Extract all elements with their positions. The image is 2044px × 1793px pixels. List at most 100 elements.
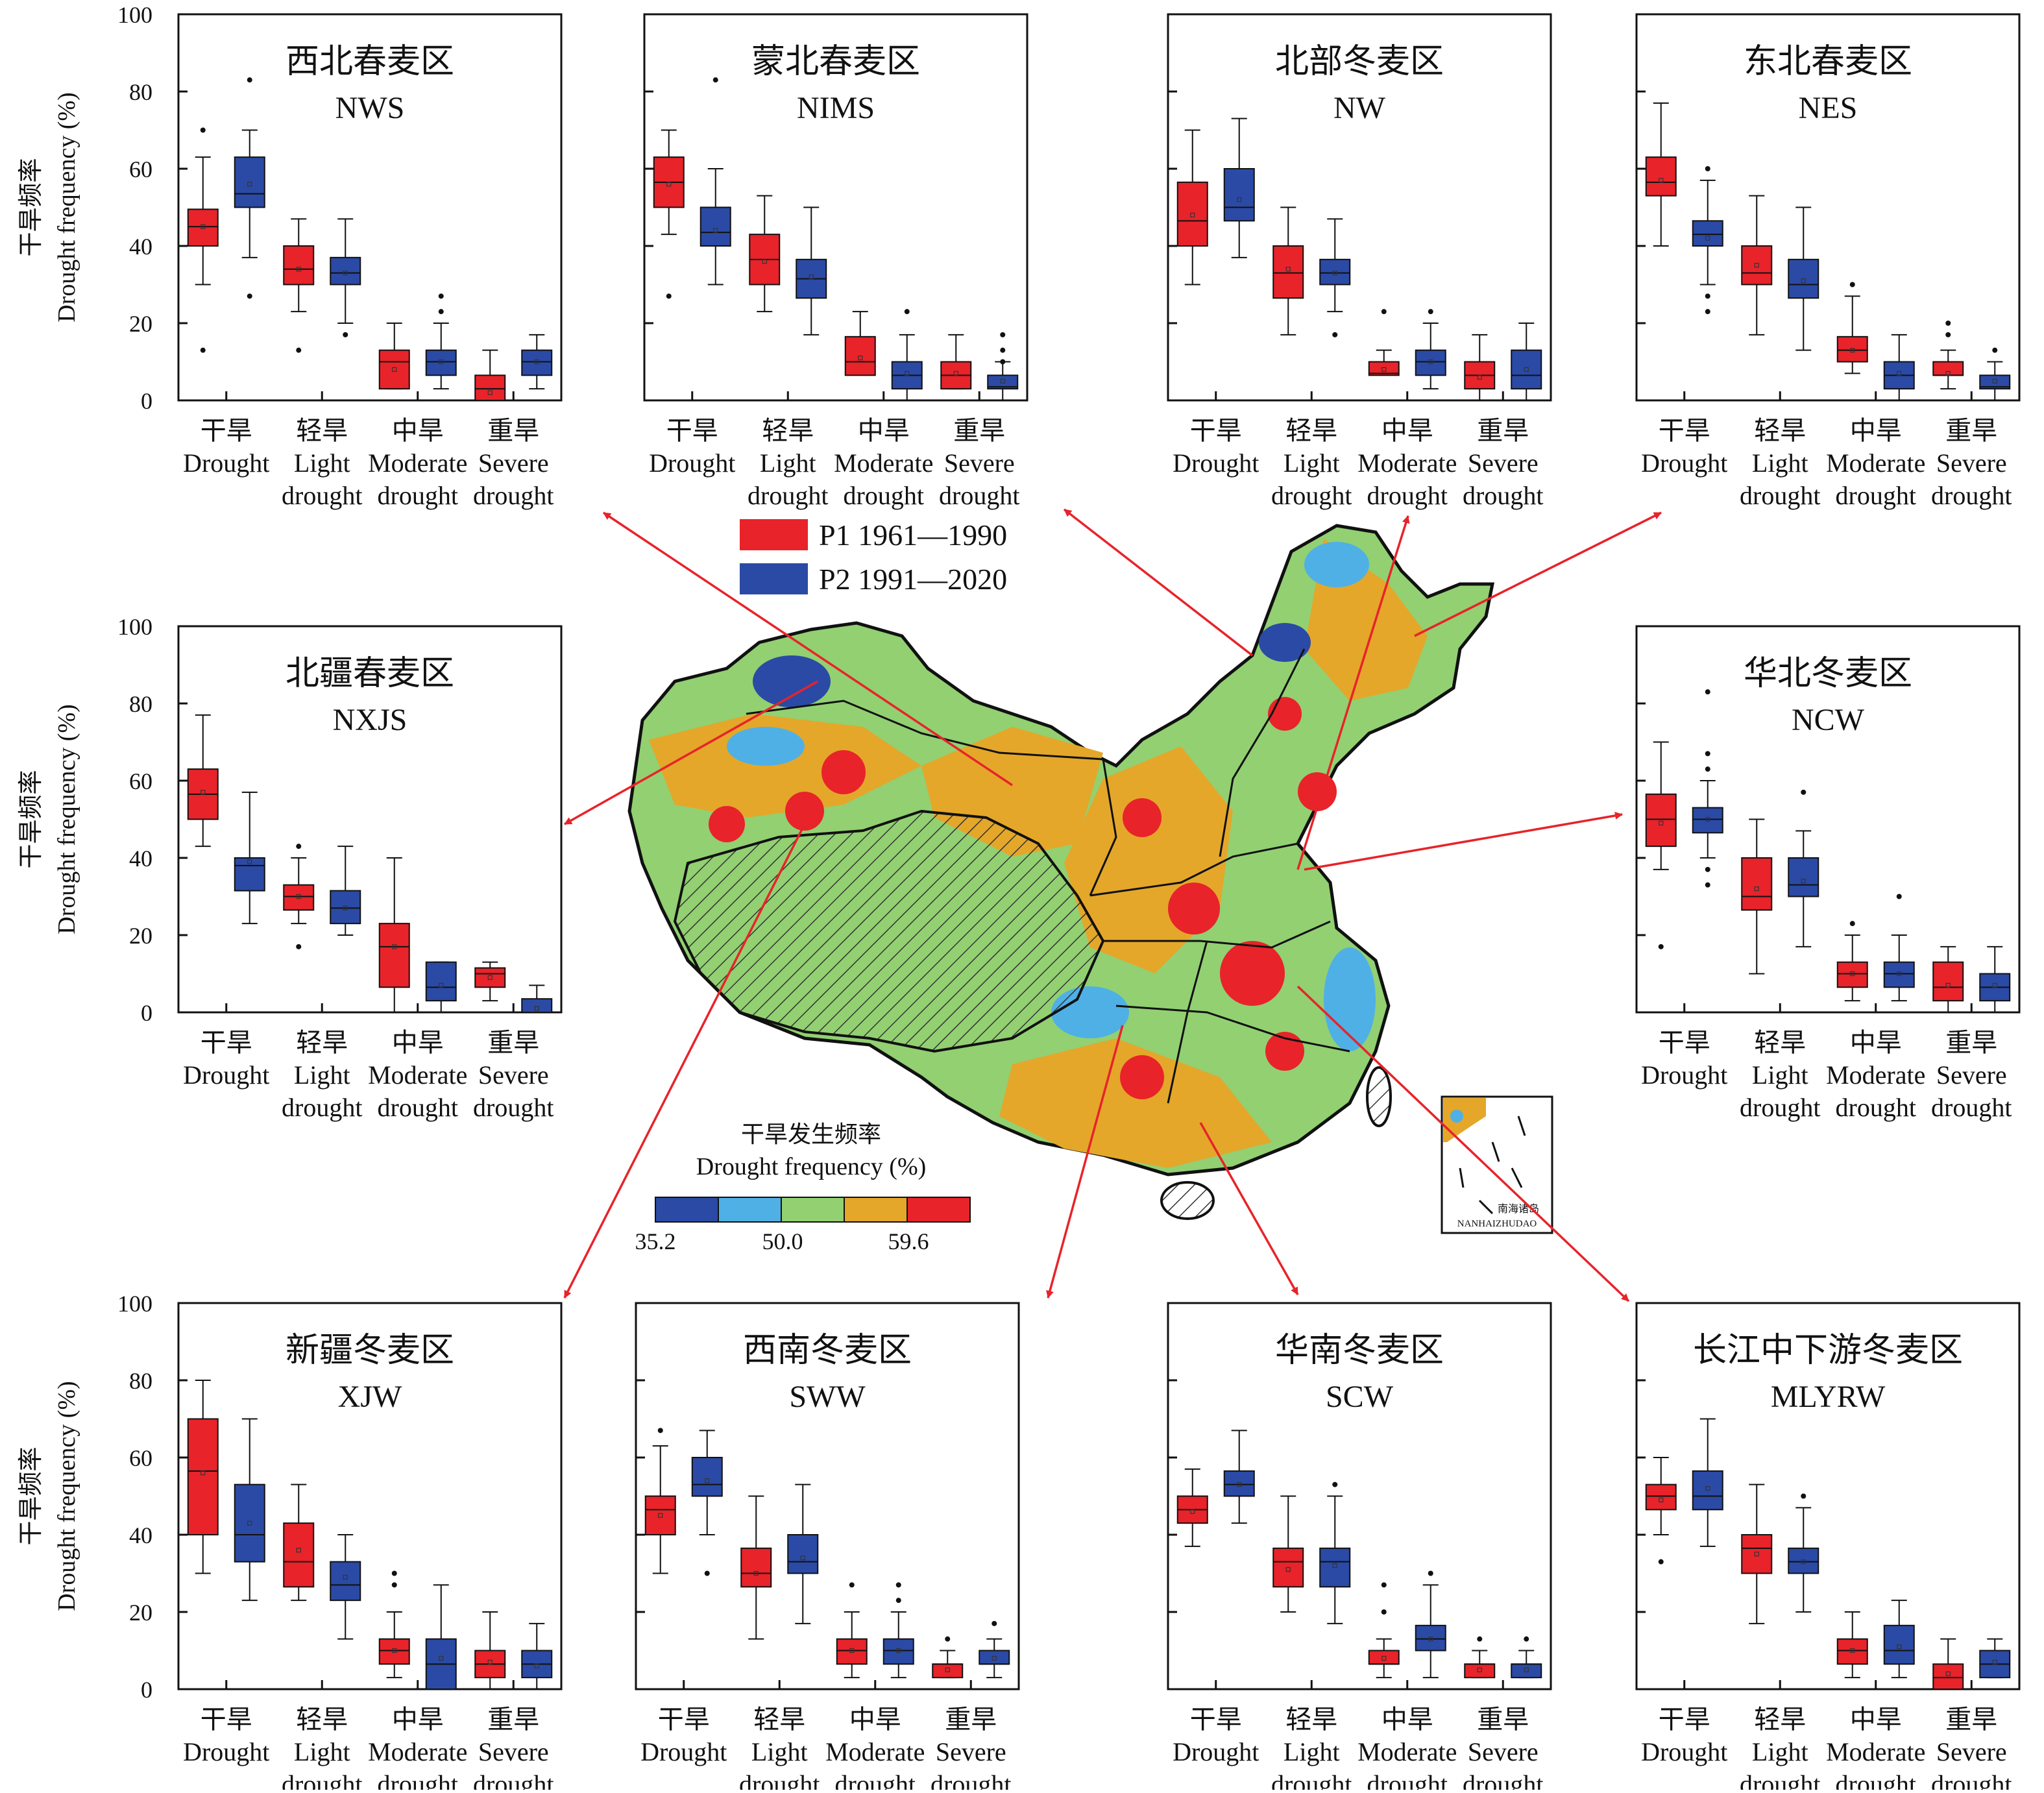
outlier-point: [343, 332, 348, 337]
iqr-box: [1511, 1663, 1542, 1679]
x-tick-label-en: Light: [1284, 448, 1340, 478]
y-tick-label: 80: [129, 691, 152, 717]
colorbar: 干旱发生频率 Drought frequency (%) 35.2 50.0 5…: [635, 1121, 971, 1254]
map-patch-red-4: [1220, 941, 1285, 1006]
x-tick-label-cn: 重旱: [945, 1705, 997, 1734]
x-tick-label-en2: drought: [1931, 1770, 2012, 1790]
x-tick-label-cn: 中旱: [858, 416, 910, 445]
colorbar-swatch-5: [906, 1197, 971, 1223]
x-tick-label-cn: 中旱: [1850, 416, 1902, 445]
y-tick-label: 20: [129, 1600, 152, 1626]
outlier-point: [1705, 166, 1710, 171]
x-tick-label-en: Moderate: [1826, 1737, 1925, 1766]
mean-marker: [392, 944, 397, 949]
legend-label-p2: P2 1991—2020: [819, 563, 1007, 596]
mean-marker: [849, 1648, 855, 1653]
box-p1: [932, 1636, 964, 1679]
outlier-point: [1705, 866, 1710, 872]
y-tick-label: 20: [129, 923, 152, 949]
box-p2: [521, 984, 553, 1014]
panel-title-en: NWS: [335, 91, 405, 125]
outlier-point: [712, 77, 718, 83]
box-p2: [234, 77, 265, 299]
x-tick-label-en2: drought: [1931, 481, 2012, 510]
box-p1: [1645, 102, 1677, 247]
panel-title-cn: 蒙北春麦区: [751, 43, 920, 80]
outlier-point: [1000, 347, 1006, 353]
map-patch-red-2: [785, 792, 824, 831]
box-p1: [844, 311, 876, 376]
map-patch-red-8: [1298, 772, 1337, 811]
x-tick-label-en: Severe: [1936, 448, 2007, 478]
panel-title-en: NIMS: [797, 91, 875, 125]
mean-marker: [1524, 1667, 1529, 1672]
panel-title-en: NW: [1333, 91, 1386, 125]
x-tick-label-en2: drought: [1740, 481, 1820, 510]
mean-marker: [1659, 178, 1664, 183]
mean-marker: [1524, 367, 1529, 372]
colorbar-swatch-2: [718, 1197, 782, 1223]
outlier-point: [1000, 359, 1006, 365]
x-tick-label-cn: 中旱: [1381, 1705, 1433, 1734]
outlier-point: [1849, 282, 1855, 287]
colorbar-swatch-3: [781, 1197, 845, 1223]
panel-frame: [177, 625, 563, 1014]
mean-marker: [1705, 816, 1710, 822]
outlier-point: [1658, 1559, 1664, 1565]
mean-marker: [1754, 886, 1759, 892]
iqr-box: [1741, 1534, 1773, 1574]
x-tick-label-en: Light: [1284, 1737, 1340, 1766]
x-tick-label-cn: 重旱: [953, 416, 1005, 445]
map-patch-skyblue-northeast: [1304, 542, 1369, 587]
x-tick-label-cn: 干旱: [201, 1705, 252, 1734]
mean-marker: [1945, 371, 1951, 376]
box-p1: [1932, 945, 1964, 1013]
box-p2: [1979, 1638, 2011, 1679]
mean-marker: [1477, 374, 1482, 380]
mean-marker: [1801, 1559, 1806, 1565]
x-tick-label-en: Light: [1752, 448, 1808, 478]
x-tick-label-cn: 干旱: [666, 416, 718, 445]
x-tick-label-en2: drought: [931, 1770, 1011, 1790]
panel-ncw: 华北冬麦区 NCW 干旱 Drought 轻旱 Light drought 中旱 Moderat…: [1635, 625, 2021, 1122]
map-patch-red-5: [1168, 883, 1220, 934]
x-tick-label-cn: 干旱: [1659, 1705, 1710, 1734]
mean-marker: [534, 359, 539, 365]
iqr-box: [1932, 961, 1964, 1002]
box-p1: [1368, 309, 1400, 376]
x-tick-label-cn: 干旱: [1659, 1028, 1710, 1057]
mean-marker: [487, 975, 493, 981]
map-patch-orange-south: [999, 1038, 1272, 1168]
box-p2: [1788, 789, 1819, 947]
panel-frame: [1635, 13, 2021, 402]
x-tick-label-en: Severe: [1936, 1060, 2007, 1090]
outlier-point: [391, 1582, 397, 1588]
y-tick-label: 100: [117, 614, 152, 640]
outlier-point: [200, 127, 206, 133]
outlier-point: [1705, 882, 1710, 888]
box-p2: [1883, 894, 1915, 1002]
mean-marker: [1381, 367, 1387, 372]
mean-marker: [1992, 1659, 1997, 1665]
y-tick-label: 100: [117, 2, 152, 28]
panel-nes: 东北春麦区 NES 干旱 Drought 轻旱 Light drought 中旱 Moderat…: [1635, 13, 2021, 510]
mean-marker: [247, 859, 252, 864]
outlier-point: [1896, 894, 1902, 899]
x-tick-label-en: Light: [1752, 1060, 1808, 1090]
x-tick-label-cn: 重旱: [1477, 1705, 1529, 1734]
colorbar-swatches: [655, 1197, 971, 1223]
x-tick-label-cn: 轻旱: [1754, 1028, 1806, 1057]
box-p1: [1932, 321, 1964, 390]
y-tick-label: 40: [129, 234, 152, 260]
box-p2: [1223, 117, 1255, 258]
iqr-box: [234, 857, 265, 892]
outlier-point: [247, 77, 252, 83]
mean-marker: [705, 1478, 710, 1483]
arrow-nw: [1296, 515, 1410, 870]
outlier-point: [904, 309, 910, 315]
box-p2: [1692, 166, 1723, 315]
box-p2: [691, 1430, 723, 1576]
y-tick-label: 20: [129, 311, 152, 337]
x-tick-label-en2: drought: [748, 481, 828, 510]
mean-marker: [343, 1574, 348, 1580]
